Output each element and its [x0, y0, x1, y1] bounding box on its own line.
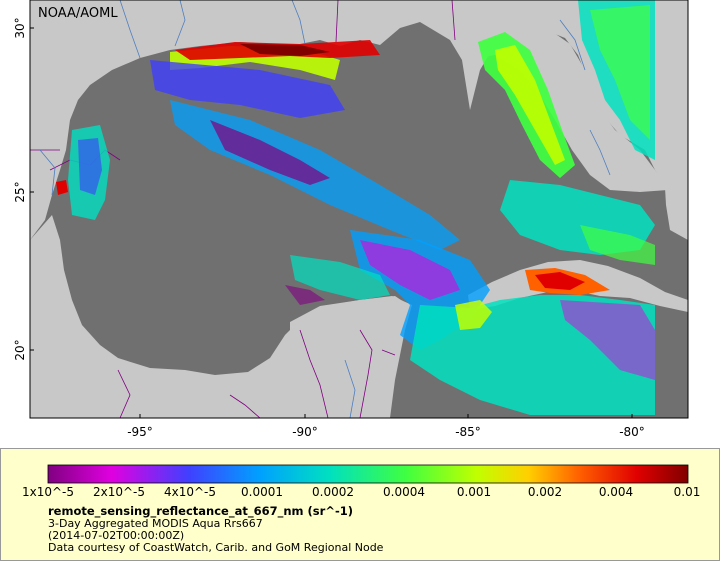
colorbar-gradient [47, 464, 689, 484]
data-coastal-louisiana-max [240, 44, 330, 56]
colorbar-tick-label: 0.0004 [383, 485, 425, 499]
reflectance-data [56, 0, 655, 415]
legend-panel [0, 448, 720, 561]
x-tick-label: -95° [127, 425, 153, 439]
colorbar-tick-label: 0.001 [456, 485, 492, 499]
data-coastal-mexico [290, 255, 390, 300]
data-atlantic-east-green [590, 5, 650, 140]
colorbar-tick-label: 1x10^-5 [21, 485, 75, 499]
colorbar-tick-label: 2x10^-5 [92, 485, 146, 499]
data-florida-shelf-inner [495, 45, 565, 165]
data-cuba-north-max [535, 272, 585, 290]
variable-name: remote_sensing_reflectance_at_667_nm (sr… [48, 504, 353, 518]
y-tick-label: 30° [13, 17, 27, 38]
x-tick-label: -80° [619, 425, 645, 439]
y-tick-label: 20° [13, 339, 27, 360]
land-yucatan [290, 296, 410, 418]
data-central-gulf-1 [150, 60, 345, 118]
data-central-gulf-3 [210, 120, 330, 185]
dataset-description: 3-Day Aggregated MODIS Aqua Rrs667 [48, 517, 263, 530]
map-canvas: NOAA/AOML -95° -90° -85° -80° 30° 25° 20… [13, 0, 689, 439]
data-coastal-mexico-purple [285, 285, 325, 305]
x-tick-label: -85° [455, 425, 481, 439]
colorbar-tick-label: 4x10^-5 [163, 485, 217, 499]
data-campeche-bank [455, 300, 492, 330]
axis-ticks [30, 27, 633, 418]
data-credit: Data courtesy of CoastWatch, Carib. and … [48, 541, 384, 554]
y-tick-label: 25° [13, 181, 27, 202]
colorbar-tick-label: 0.002 [527, 485, 563, 499]
data-west-gulf-blue [78, 138, 102, 195]
colorbar [47, 464, 689, 484]
land-bahamas [664, 160, 688, 240]
colorbar-tick-label: 0.0002 [312, 485, 354, 499]
colorbar-tick-label: 0.004 [598, 485, 634, 499]
agency-label: NOAA/AOML [38, 6, 118, 21]
colorbar-tick-label: 0.01 [673, 485, 701, 499]
rivers [39, 0, 611, 418]
colorbar-tick-label: 0.0001 [241, 485, 283, 499]
data-yucatan-channel-purple [360, 240, 460, 300]
x-tick-label: -90° [292, 425, 318, 439]
map-frame [29, 0, 689, 419]
data-texas-red [56, 180, 68, 195]
data-keys-shelf-green [580, 225, 655, 265]
data-cuba-south-purple [560, 300, 655, 380]
dataset-timestamp: (2014-07-02T00:00:00Z) [48, 529, 185, 542]
